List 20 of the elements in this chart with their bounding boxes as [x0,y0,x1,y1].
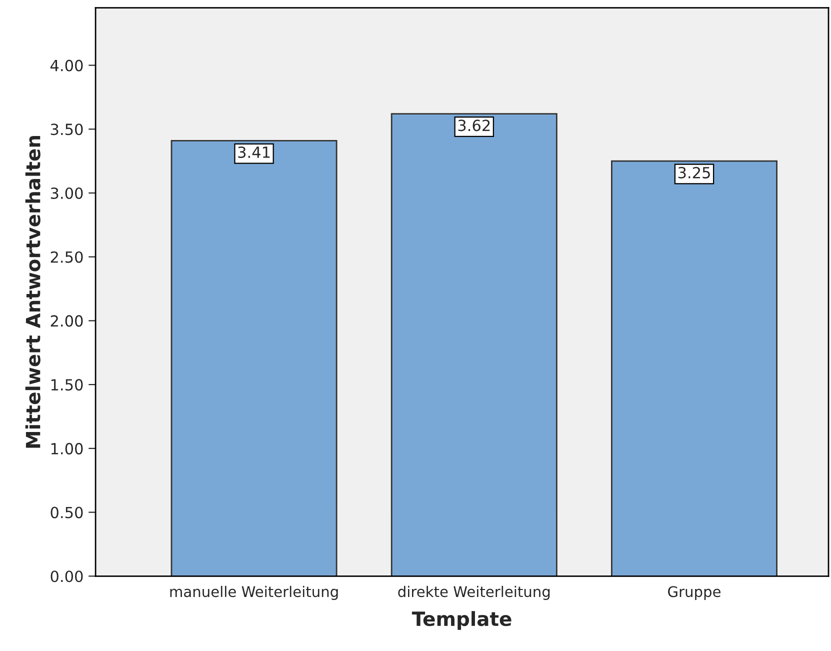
y-tick-label: 3.00 [50,187,83,200]
y-tick-label: 3.50 [50,124,83,136]
y-tick-label: 2.00 [50,315,83,327]
x-tick-label: Gruppe [668,586,720,600]
bar [611,160,778,576]
data-label: 3.62 [458,120,490,132]
data-label: 3.41 [238,146,270,158]
y-axis-title: Mittelwert Antwortverhalten [25,136,40,448]
bar [170,140,338,576]
y-tick-label: 0.00 [50,570,83,582]
data-label: 3.25 [678,166,710,178]
bar [390,113,558,576]
y-tick-label: 1.00 [51,442,83,454]
y-tick-label: 2.50 [50,251,83,263]
x-tick-label: manuelle Weiterleitung [170,586,338,600]
y-tick-label: 1.50 [51,379,83,391]
y-tick-label: 4.00 [50,60,83,72]
x-tick-label: direkte Weiterleitung [398,586,550,600]
x-axis-title: Template [412,611,512,630]
y-tick-label: 0.50 [50,506,83,518]
